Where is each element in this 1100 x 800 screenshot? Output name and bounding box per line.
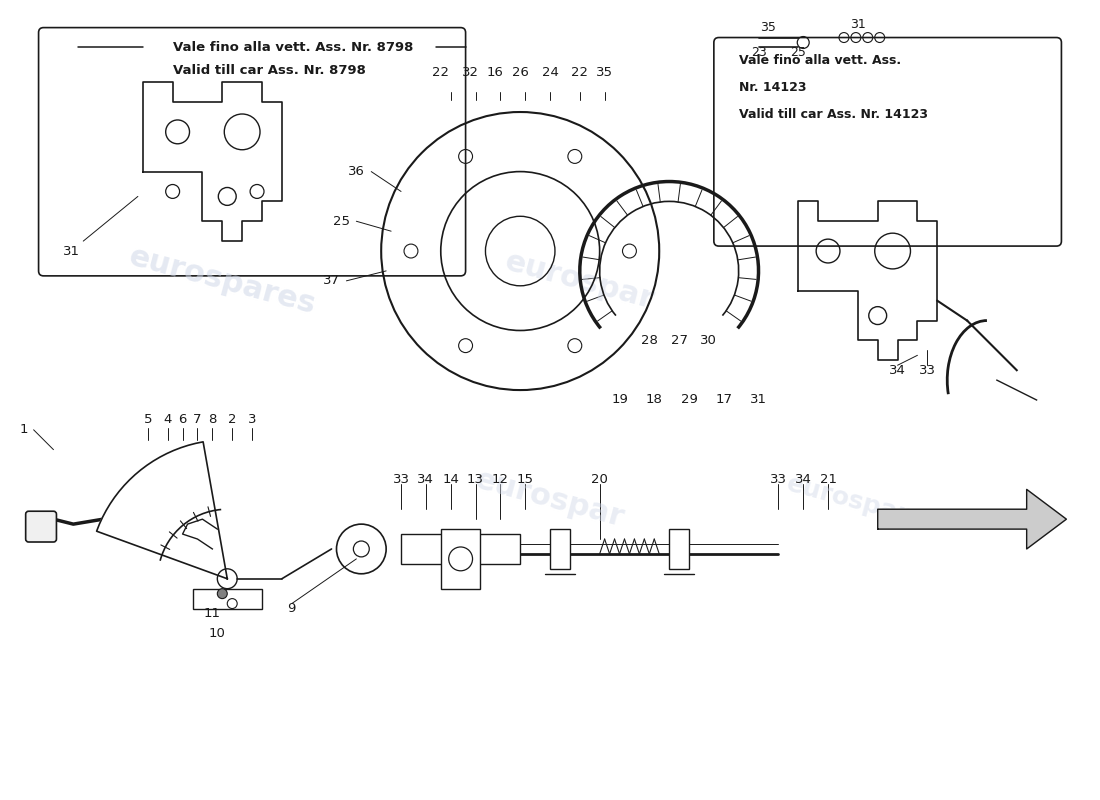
Text: 35: 35 [760, 21, 777, 34]
Text: 17: 17 [715, 394, 733, 406]
Text: 21: 21 [820, 473, 837, 486]
Text: 13: 13 [468, 473, 484, 486]
Text: 37: 37 [323, 274, 340, 287]
Text: 22: 22 [571, 66, 588, 78]
Text: 9: 9 [287, 602, 296, 615]
Text: 29: 29 [681, 394, 697, 406]
Bar [402, 534, 520, 564]
Text: 33: 33 [770, 473, 786, 486]
Text: 8: 8 [208, 414, 217, 426]
Polygon shape [878, 490, 1066, 549]
Polygon shape [97, 442, 228, 578]
Text: 15: 15 [517, 473, 534, 486]
Bar [192, 589, 262, 609]
Text: 4: 4 [164, 414, 172, 426]
Text: 28: 28 [641, 334, 658, 347]
Text: 10: 10 [209, 627, 226, 640]
Text: eurospares: eurospares [125, 242, 319, 320]
Text: 35: 35 [596, 66, 613, 78]
Text: 23: 23 [750, 46, 767, 59]
Text: eurospar: eurospar [472, 466, 628, 533]
FancyBboxPatch shape [39, 28, 465, 276]
Text: 20: 20 [591, 473, 608, 486]
Bar [441, 529, 481, 589]
Text: 1: 1 [20, 423, 28, 436]
Text: 33: 33 [393, 473, 409, 486]
Text: Vale fino alla vett. Ass.: Vale fino alla vett. Ass. [739, 54, 901, 67]
Text: 25: 25 [790, 46, 806, 59]
Text: 12: 12 [492, 473, 509, 486]
Text: 34: 34 [889, 364, 906, 377]
FancyBboxPatch shape [714, 38, 1062, 246]
Text: 34: 34 [795, 473, 812, 486]
Text: 19: 19 [612, 394, 628, 406]
Bar [669, 529, 689, 569]
Text: 36: 36 [348, 165, 365, 178]
Circle shape [218, 589, 228, 598]
Text: 31: 31 [64, 245, 80, 258]
Text: 26: 26 [512, 66, 529, 78]
Text: Vale fino alla vett. Ass. Nr. 8798: Vale fino alla vett. Ass. Nr. 8798 [173, 41, 412, 54]
Text: 14: 14 [442, 473, 459, 486]
Text: 2: 2 [228, 414, 236, 426]
Text: Nr. 14123: Nr. 14123 [739, 81, 806, 94]
Text: 16: 16 [487, 66, 504, 78]
Text: 32: 32 [462, 66, 480, 78]
Bar [550, 529, 570, 569]
Text: 25: 25 [333, 214, 350, 228]
Text: 11: 11 [204, 607, 221, 620]
Text: 22: 22 [432, 66, 449, 78]
Text: 31: 31 [850, 18, 866, 31]
Text: eurospar: eurospar [783, 471, 912, 527]
Text: 5: 5 [144, 414, 152, 426]
Text: 34: 34 [417, 473, 434, 486]
Text: 7: 7 [194, 414, 201, 426]
Text: eurospar: eurospar [502, 247, 658, 314]
Text: 6: 6 [178, 414, 187, 426]
Text: 18: 18 [646, 394, 662, 406]
Text: 31: 31 [750, 394, 767, 406]
Text: 3: 3 [248, 414, 256, 426]
FancyBboxPatch shape [25, 511, 56, 542]
Text: 30: 30 [701, 334, 717, 347]
Text: Valid till car Ass. Nr. 8798: Valid till car Ass. Nr. 8798 [173, 64, 365, 77]
Text: 24: 24 [541, 66, 559, 78]
Text: 33: 33 [918, 364, 936, 377]
Text: 27: 27 [671, 334, 688, 347]
Text: Valid till car Ass. Nr. 14123: Valid till car Ass. Nr. 14123 [739, 107, 927, 121]
